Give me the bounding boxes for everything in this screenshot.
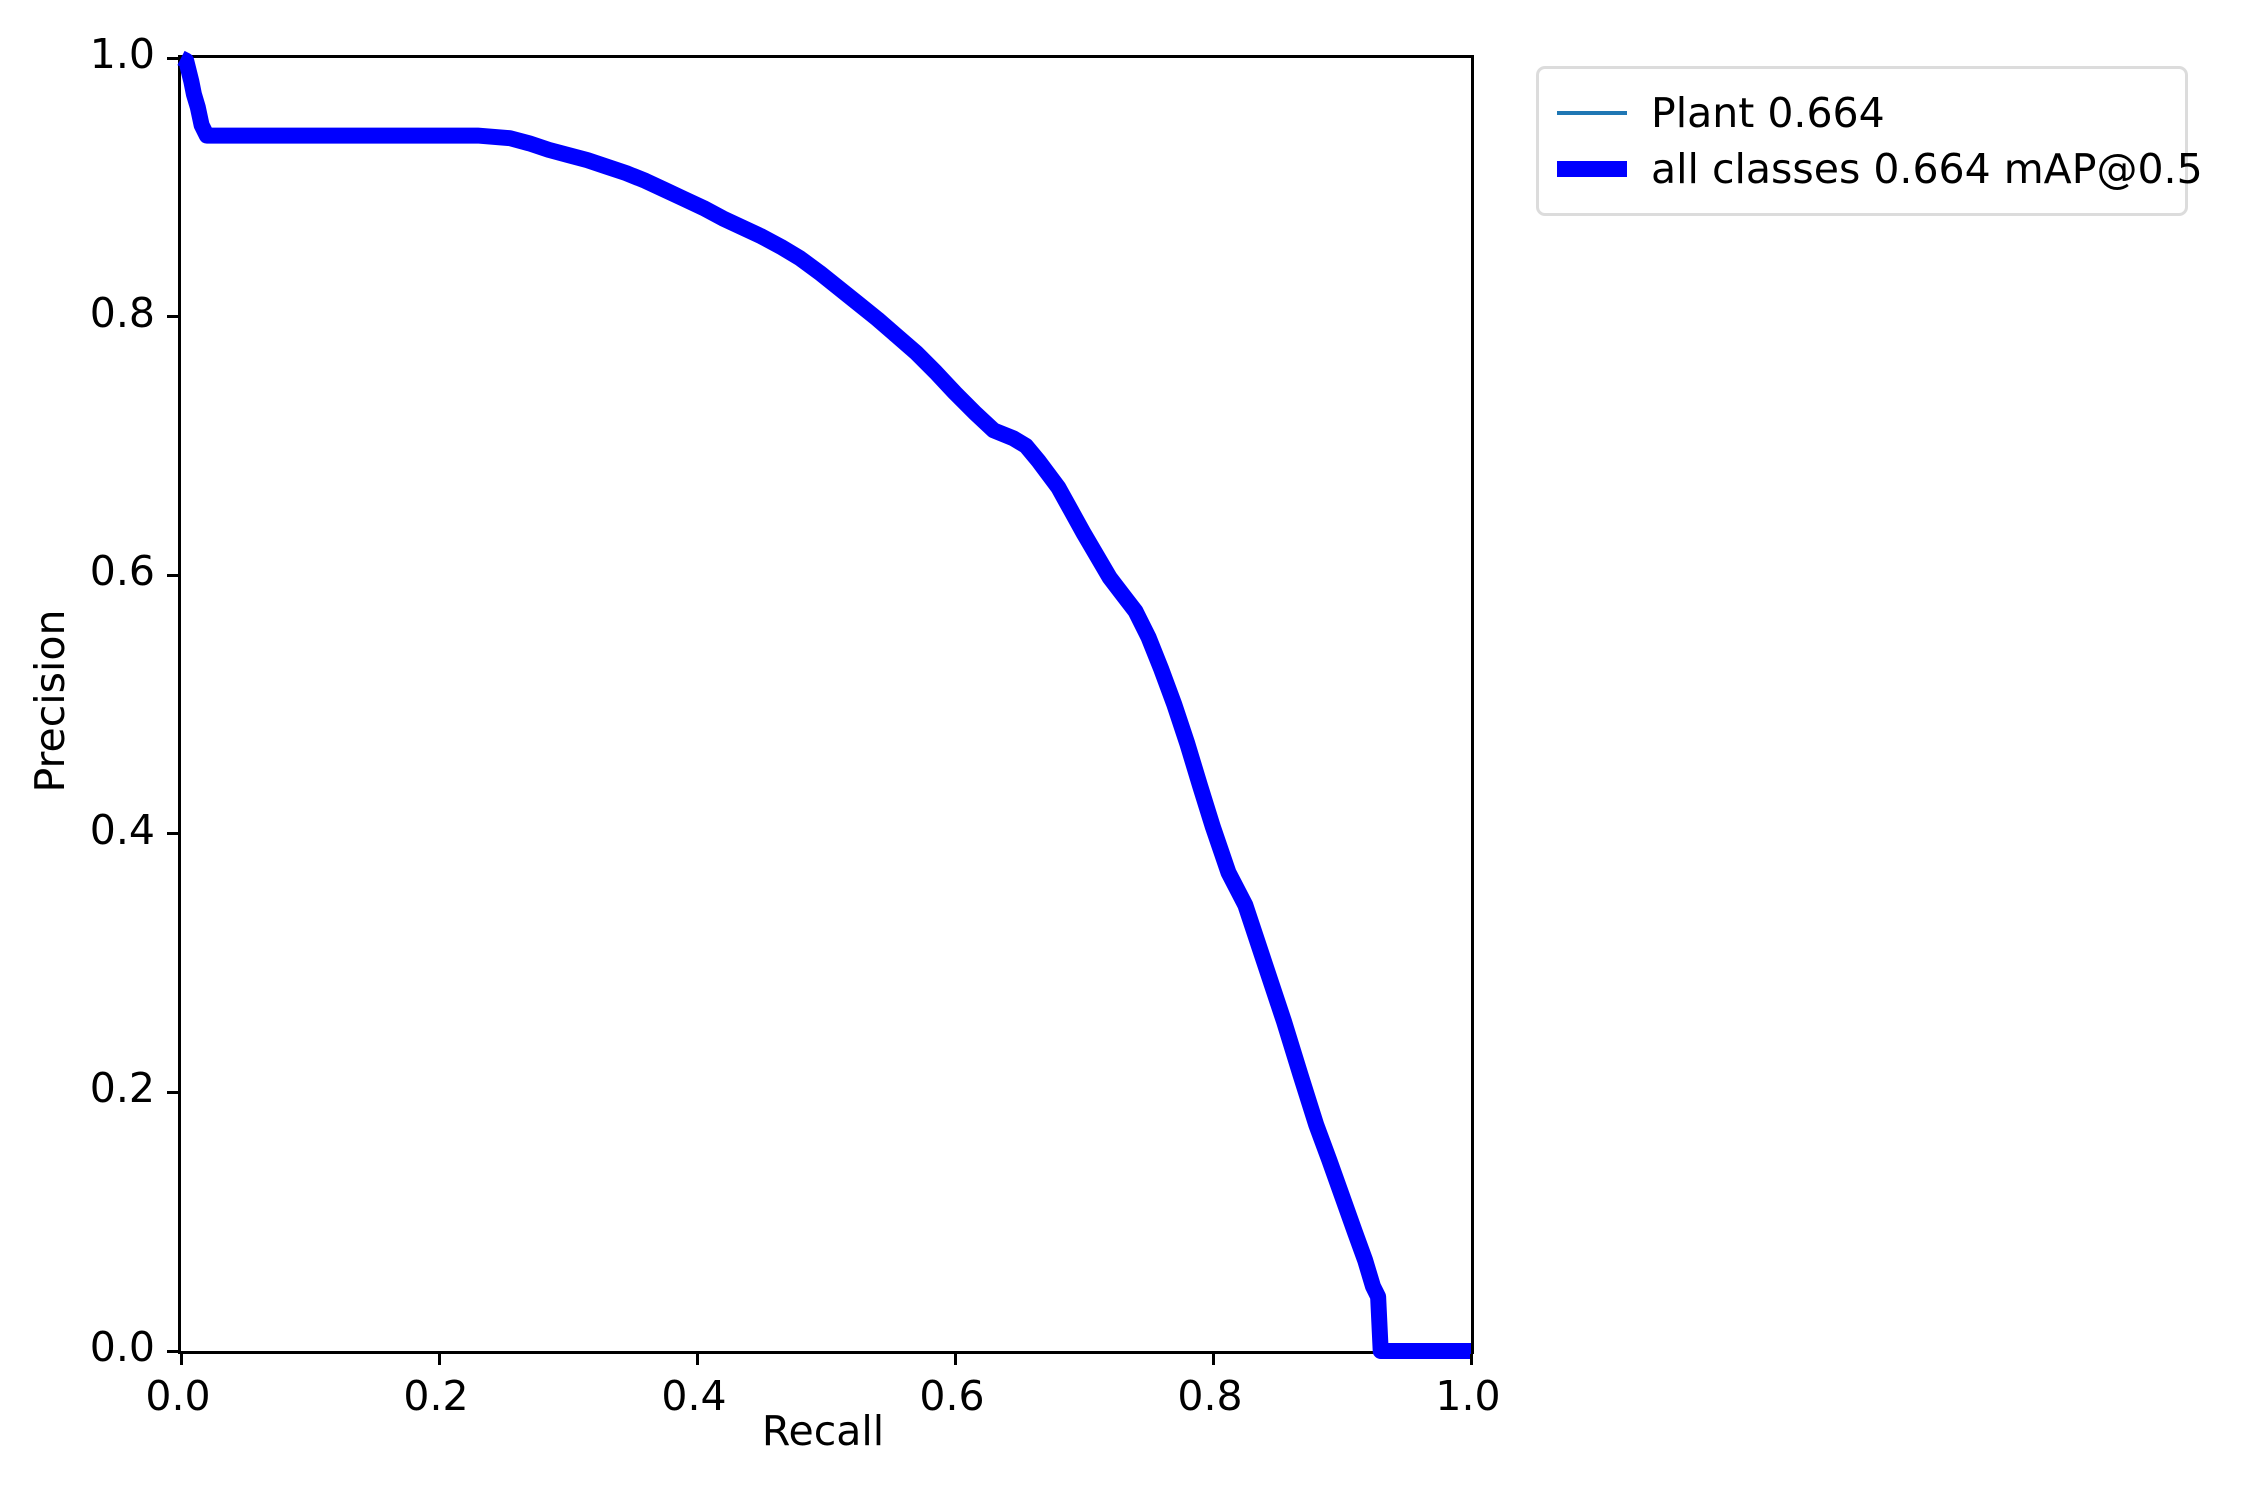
y-tick-label: 0.6 [89, 547, 155, 596]
legend-line-swatch-plant [1557, 100, 1627, 126]
y-tick-mark [167, 56, 178, 60]
legend-label-plant: Plant 0.664 [1651, 89, 1885, 137]
x-tick-mark [1211, 1354, 1215, 1365]
x-tick-mark [179, 1354, 183, 1365]
legend-swatch-bar [1557, 111, 1627, 115]
y-tick-mark [167, 315, 178, 319]
x-tick-label: 0.4 [661, 1372, 727, 1420]
x-tick-mark [1469, 1354, 1473, 1365]
x-tick-mark [953, 1354, 957, 1365]
y-tick-label: 1.0 [89, 30, 155, 78]
x-tick-mark [437, 1354, 441, 1365]
y-tick-mark [167, 1090, 178, 1094]
y-tick-label: 0.8 [89, 288, 155, 337]
y-axis-label: Precision [26, 609, 74, 793]
curve-canvas [177, 50, 1471, 1359]
y-tick-label: 0.4 [89, 805, 155, 854]
x-tick-label: 0.6 [919, 1372, 985, 1420]
x-tick-label: 0.2 [403, 1372, 469, 1420]
y-tick-mark [167, 573, 178, 577]
legend-box: Plant 0.664 all classes 0.664 mAP@0.5 [1536, 66, 2203, 216]
x-tick-mark [695, 1354, 699, 1365]
y-tick-mark [167, 1349, 178, 1353]
y-tick-label: 0.2 [89, 1064, 155, 1113]
x-tick-label: 0.0 [145, 1372, 211, 1420]
y-tick-mark [167, 832, 178, 836]
legend-item-all-classes[interactable]: all classes 0.664 mAP@0.5 [1557, 141, 2203, 197]
legend-label-all-classes: all classes 0.664 mAP@0.5 [1651, 145, 2203, 193]
series-line [177, 50, 1471, 1359]
y-tick-label: 0.0 [89, 1323, 155, 1371]
legend-swatch-bar [1557, 161, 1627, 177]
x-tick-label: 0.8 [1177, 1372, 1243, 1420]
plot-axes-area [167, 50, 1474, 1365]
series-group [177, 50, 1471, 1359]
y-tick-labels: 0.0 0.2 0.4 0.6 0.8 1.0 [0, 0, 155, 1500]
x-tick-label: 1.0 [1435, 1372, 1501, 1420]
x-axis-label: Recall [761, 1407, 885, 1455]
legend-line-swatch-all-classes [1557, 156, 1627, 182]
legend-item-plant[interactable]: Plant 0.664 [1557, 85, 2165, 141]
